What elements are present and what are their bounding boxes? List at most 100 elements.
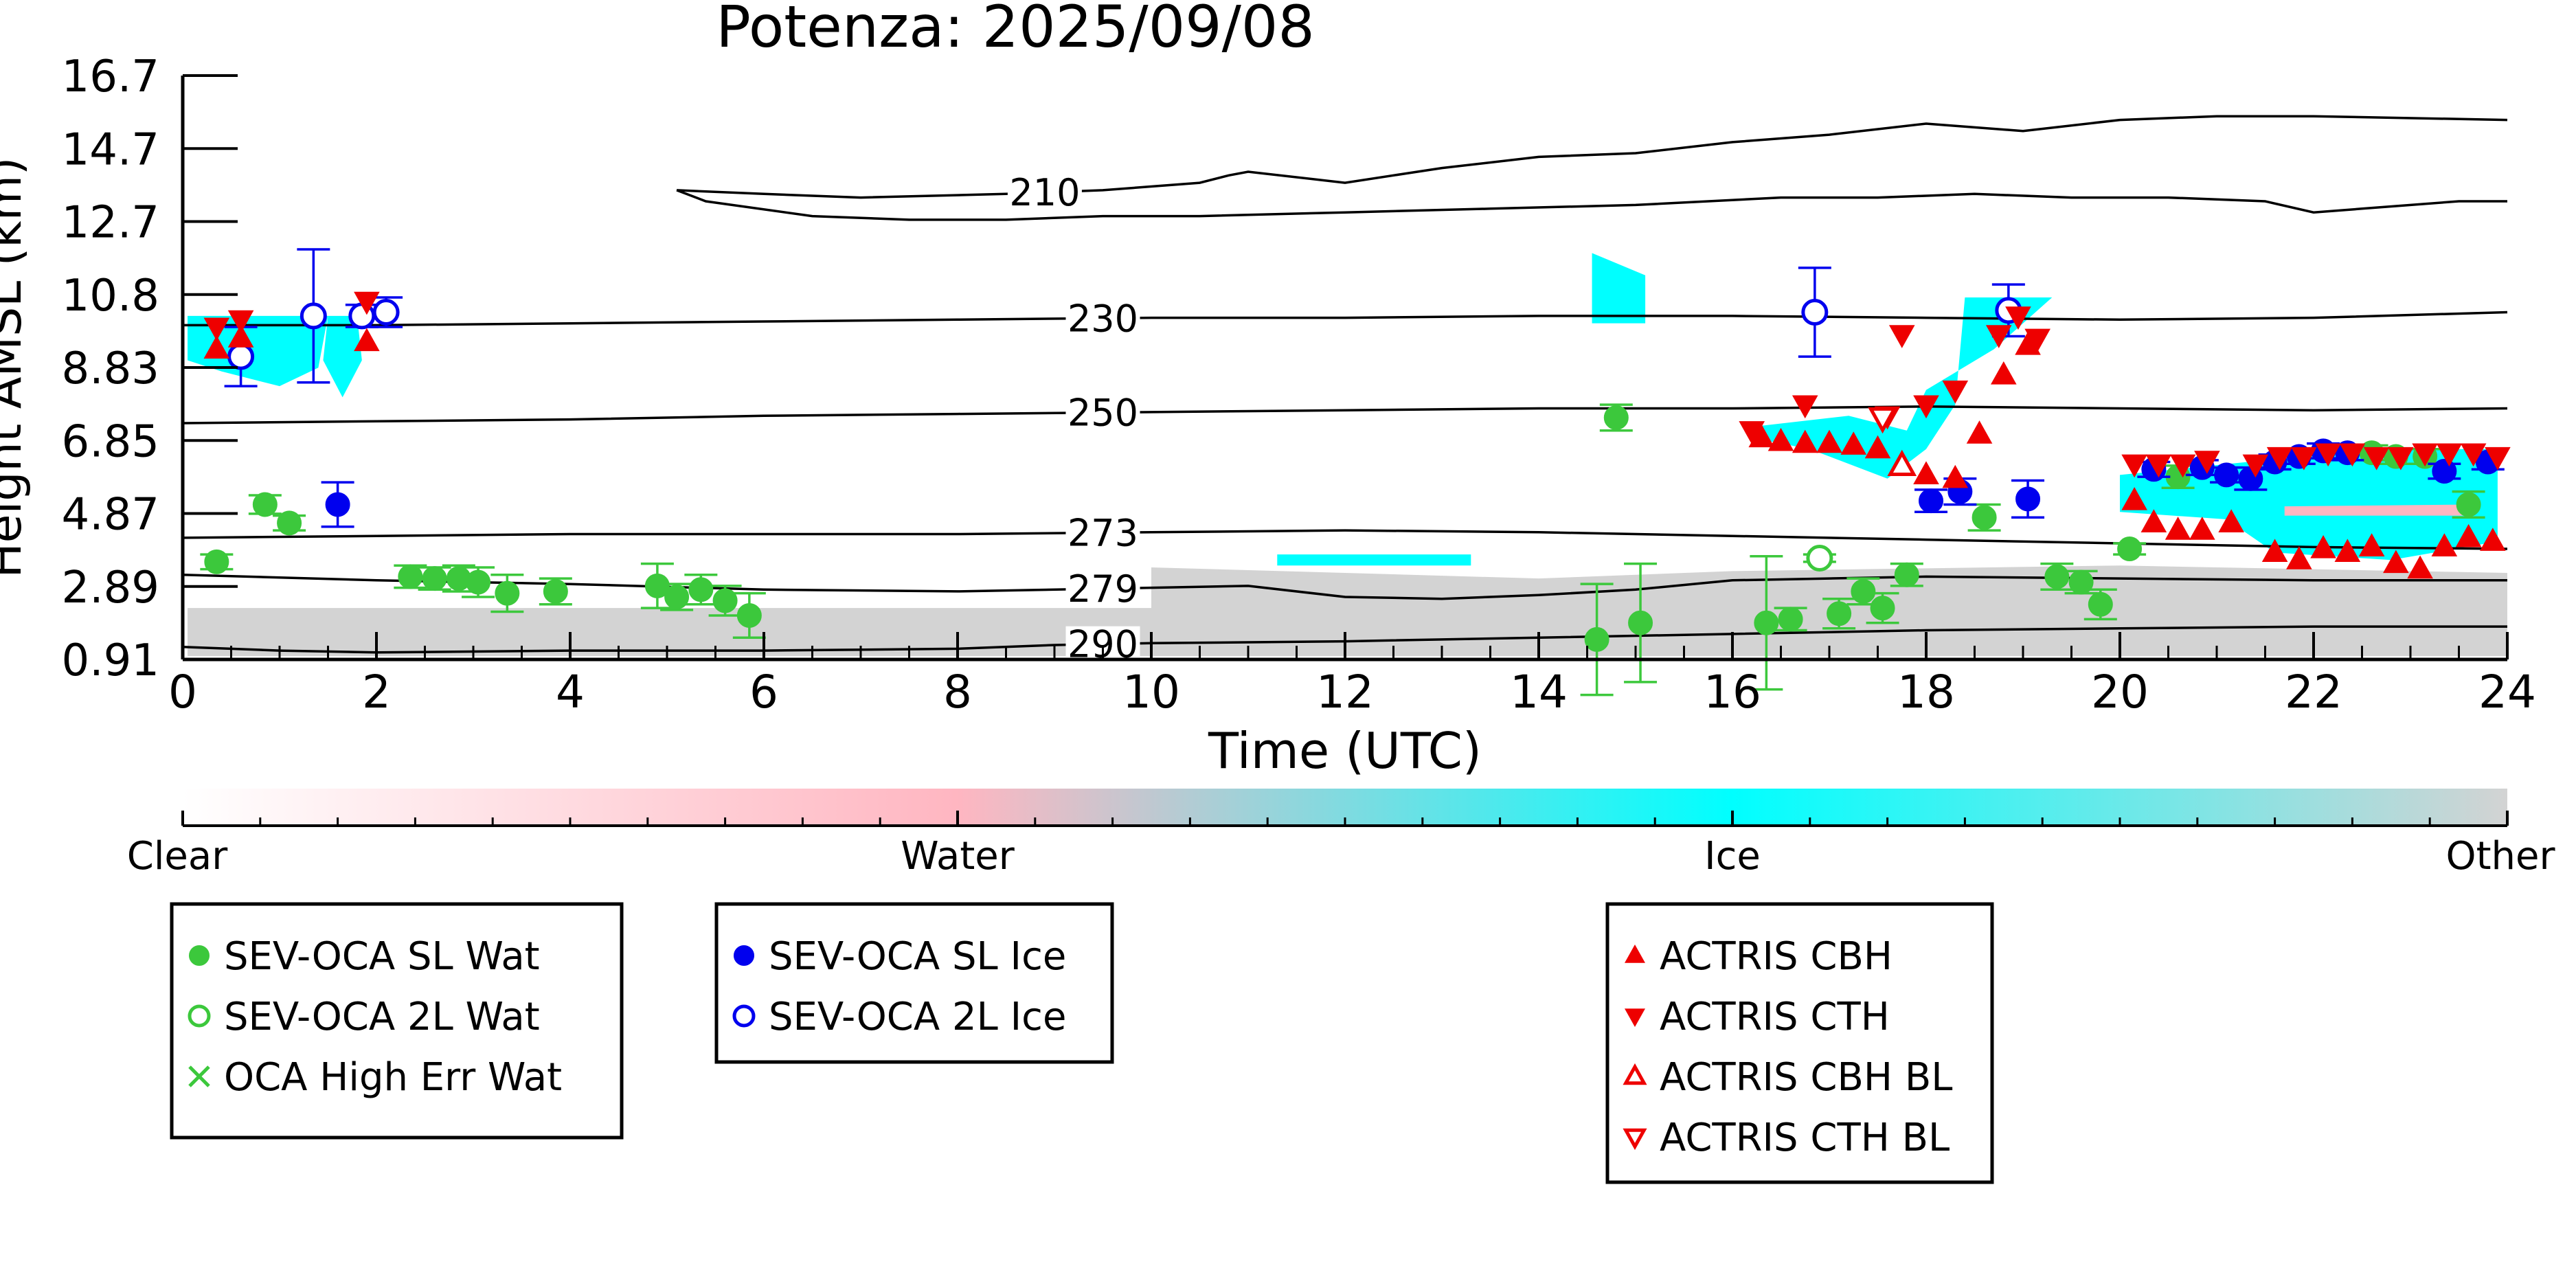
marker-actris-cth-bl bbox=[1868, 407, 1897, 434]
y-tick-label: 0.91 bbox=[62, 635, 160, 686]
marker-actris-cbh bbox=[203, 335, 230, 359]
marker-sev-oca-sl-wat bbox=[2088, 591, 2113, 617]
marker-sev-oca-sl-wat bbox=[495, 580, 520, 606]
marker-actris-cbh-bl bbox=[1887, 449, 1917, 477]
x-tick-label: 18 bbox=[1897, 666, 1955, 719]
legend-marker-sev-oca-2l-ice bbox=[732, 1004, 756, 1028]
marker-sev-oca-2l-ice bbox=[372, 299, 400, 326]
marker-actris-cth bbox=[2412, 443, 2438, 467]
marker-actris-cbh bbox=[227, 324, 254, 348]
axes: 0 2 4 6 8 10 12 14 16 18 20 22 240.912.894.876.858.8… bbox=[62, 52, 2536, 719]
contour-label-bg bbox=[1065, 300, 1140, 337]
marker-sev-oca-sl-wat bbox=[1827, 601, 1852, 626]
marker-sev-oca-2l-ice bbox=[300, 302, 327, 330]
legend-label: ACTRIS CBH BL bbox=[1660, 1055, 1952, 1100]
marker-actris-cbh bbox=[2334, 539, 2361, 563]
y-tick-label: 4.87 bbox=[62, 490, 160, 541]
contour-label: 210 bbox=[1009, 171, 1080, 214]
colorbar-label-clear: Clear bbox=[127, 834, 228, 879]
contour-line-250 bbox=[182, 405, 2508, 425]
x-tick-label: 6 bbox=[749, 666, 778, 719]
colorbar: Clear Water Ice Other bbox=[127, 789, 2555, 879]
marker-actris-cbh bbox=[1913, 461, 1939, 484]
marker-sev-oca-sl-wat bbox=[688, 577, 714, 602]
marker-actris-cbh bbox=[2480, 528, 2506, 551]
marker-actris-cbh bbox=[2455, 523, 2482, 547]
colorbar-label-other: Other bbox=[2445, 834, 2555, 879]
marker-actris-cbh bbox=[2383, 550, 2409, 574]
x-tick-label: 20 bbox=[2091, 666, 2149, 719]
marker-sev-oca-2l-ice bbox=[227, 343, 255, 370]
x-tick-label: 16 bbox=[1704, 666, 1761, 719]
y-tick-label: 10.8 bbox=[62, 271, 160, 321]
y-tick-label: 12.7 bbox=[62, 198, 160, 249]
marker-actris-cbh bbox=[1966, 420, 1993, 444]
marker-actris-cth bbox=[2024, 328, 2050, 352]
contour-line-230 bbox=[183, 310, 2508, 327]
data-markers bbox=[200, 248, 2511, 697]
legend-label: SEV-OCA 2L Ice bbox=[769, 995, 1066, 1039]
marker-actris-cth bbox=[203, 317, 230, 341]
marker-sev-oca-sl-wat bbox=[644, 573, 670, 598]
marker-sev-oca-sl-wat bbox=[1971, 505, 1997, 530]
marker-sev-oca-sl-wat bbox=[1603, 405, 1629, 430]
marker-actris-cth bbox=[2460, 443, 2487, 467]
marker-sev-oca-sl-wat bbox=[466, 569, 491, 595]
marker-sev-oca-sl-wat bbox=[712, 588, 738, 613]
marker-sev-oca-sl-wat bbox=[736, 602, 762, 628]
marker-actris-cbh bbox=[1990, 361, 2017, 385]
marker-sev-oca-2l-ice bbox=[1801, 299, 1829, 326]
colorbar-label-ice: Ice bbox=[1704, 834, 1761, 879]
marker-sev-oca-sl-ice bbox=[2432, 458, 2457, 484]
marker-actris-cth bbox=[2169, 454, 2196, 478]
y-tick-label: 2.89 bbox=[62, 563, 160, 613]
contour-label: 250 bbox=[1067, 392, 1138, 435]
marker-actris-cth bbox=[1888, 325, 1915, 348]
marker-actris-cth bbox=[2145, 454, 2172, 478]
marker-actris-cbh bbox=[2286, 546, 2312, 569]
marker-actris-cbh bbox=[2121, 487, 2147, 510]
marker-sev-oca-sl-wat bbox=[252, 492, 278, 517]
marker-actris-cbh bbox=[2431, 533, 2458, 556]
marker-actris-cth bbox=[2121, 454, 2147, 478]
x-tick-label: 10 bbox=[1122, 666, 1180, 719]
marker-actris-cbh bbox=[2140, 509, 2167, 532]
y-tick-label: 6.85 bbox=[62, 416, 160, 467]
marker-actris-cth bbox=[1913, 395, 1939, 419]
contour-label-bg bbox=[1065, 515, 1140, 551]
y-tick-label: 14.7 bbox=[62, 124, 160, 175]
marker-sev-oca-sl-wat bbox=[277, 510, 302, 536]
x-tick-label: 14 bbox=[1510, 666, 1568, 719]
marker-actris-cth bbox=[2194, 451, 2220, 474]
marker-actris-cth bbox=[2315, 443, 2341, 467]
marker-sev-oca-sl-wat bbox=[1778, 607, 1803, 632]
marker-actris-cth bbox=[2485, 447, 2511, 471]
marker-sev-oca-sl-wat bbox=[664, 585, 690, 610]
marker-sev-oca-sl-wat bbox=[1851, 578, 1876, 604]
legend-label: SEV-OCA SL Ice bbox=[769, 934, 1066, 979]
legend-marker-oca-high-err-wat bbox=[188, 1065, 210, 1087]
x-tick-label: 4 bbox=[556, 666, 585, 719]
marker-actris-cth bbox=[2005, 306, 2031, 330]
marker-actris-cth bbox=[2436, 443, 2463, 467]
colorbar-label-water: Water bbox=[901, 834, 1015, 879]
marker-sev-oca-sl-ice bbox=[2015, 486, 2041, 512]
marker-sev-oca-sl-wat bbox=[1894, 562, 1919, 587]
legend-marker-actris-cth-bl bbox=[1623, 1128, 1647, 1151]
x-stroke bbox=[188, 1065, 210, 1087]
legend-marker-actris-cbh bbox=[1624, 944, 1646, 963]
contour-label-bg bbox=[1065, 570, 1140, 607]
legend-label: SEV-OCA 2L Wat bbox=[224, 995, 540, 1039]
marker-sev-oca-2l-wat bbox=[1806, 545, 1833, 572]
marker-actris-cth bbox=[2291, 447, 2317, 471]
x-tick-label: 0 bbox=[168, 666, 197, 719]
contour-label-bg bbox=[1007, 174, 1082, 211]
legend-marker-sev-oca-sl-wat bbox=[189, 945, 210, 966]
marker-sev-oca-sl-wat bbox=[2456, 492, 2481, 517]
legend-marker-actris-cth bbox=[1624, 1008, 1646, 1028]
marker-sev-oca-sl-wat bbox=[1754, 610, 1779, 635]
marker-actris-cth bbox=[227, 310, 254, 334]
marker-actris-cth bbox=[1739, 421, 1765, 444]
marker-actris-cth bbox=[2266, 447, 2293, 471]
